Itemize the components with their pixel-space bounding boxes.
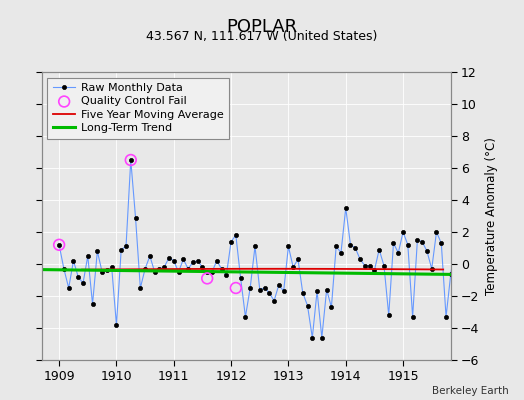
Raw Monthly Data: [366, 263, 373, 268]
Line: Five Year Moving Average: Five Year Moving Average: [82, 269, 443, 270]
Five Year Moving Average: [425, 267, 432, 272]
Text: Berkeley Earth: Berkeley Earth: [432, 386, 508, 396]
Raw Monthly Data: [386, 313, 392, 318]
Quality Control Fail: [55, 242, 63, 248]
Raw Monthly Data: [453, 241, 459, 246]
Five Year Moving Average: [265, 266, 271, 271]
Five Year Moving Average: [298, 266, 304, 271]
Raw Monthly Data: [309, 335, 315, 340]
Five Year Moving Average: [163, 267, 169, 272]
Legend: Raw Monthly Data, Quality Control Fail, Five Year Moving Average, Long-Term Tren: Raw Monthly Data, Quality Control Fail, …: [48, 78, 229, 139]
Line: Raw Monthly Data: Raw Monthly Data: [57, 158, 457, 340]
Raw Monthly Data: [128, 158, 134, 162]
Five Year Moving Average: [269, 266, 275, 271]
Raw Monthly Data: [56, 242, 62, 247]
Five Year Moving Average: [440, 267, 446, 272]
Quality Control Fail: [203, 275, 211, 282]
Quality Control Fail: [127, 157, 135, 163]
Raw Monthly Data: [80, 281, 86, 286]
Text: 43.567 N, 111.617 W (United States): 43.567 N, 111.617 W (United States): [146, 30, 378, 43]
Raw Monthly Data: [257, 287, 263, 292]
Text: POPLAR: POPLAR: [226, 18, 298, 36]
Five Year Moving Average: [148, 267, 155, 272]
Raw Monthly Data: [237, 276, 244, 281]
Raw Monthly Data: [61, 266, 67, 271]
Five Year Moving Average: [414, 267, 421, 272]
Y-axis label: Temperature Anomaly (°C): Temperature Anomaly (°C): [485, 137, 498, 295]
Five Year Moving Average: [79, 267, 85, 272]
Quality Control Fail: [232, 285, 240, 291]
